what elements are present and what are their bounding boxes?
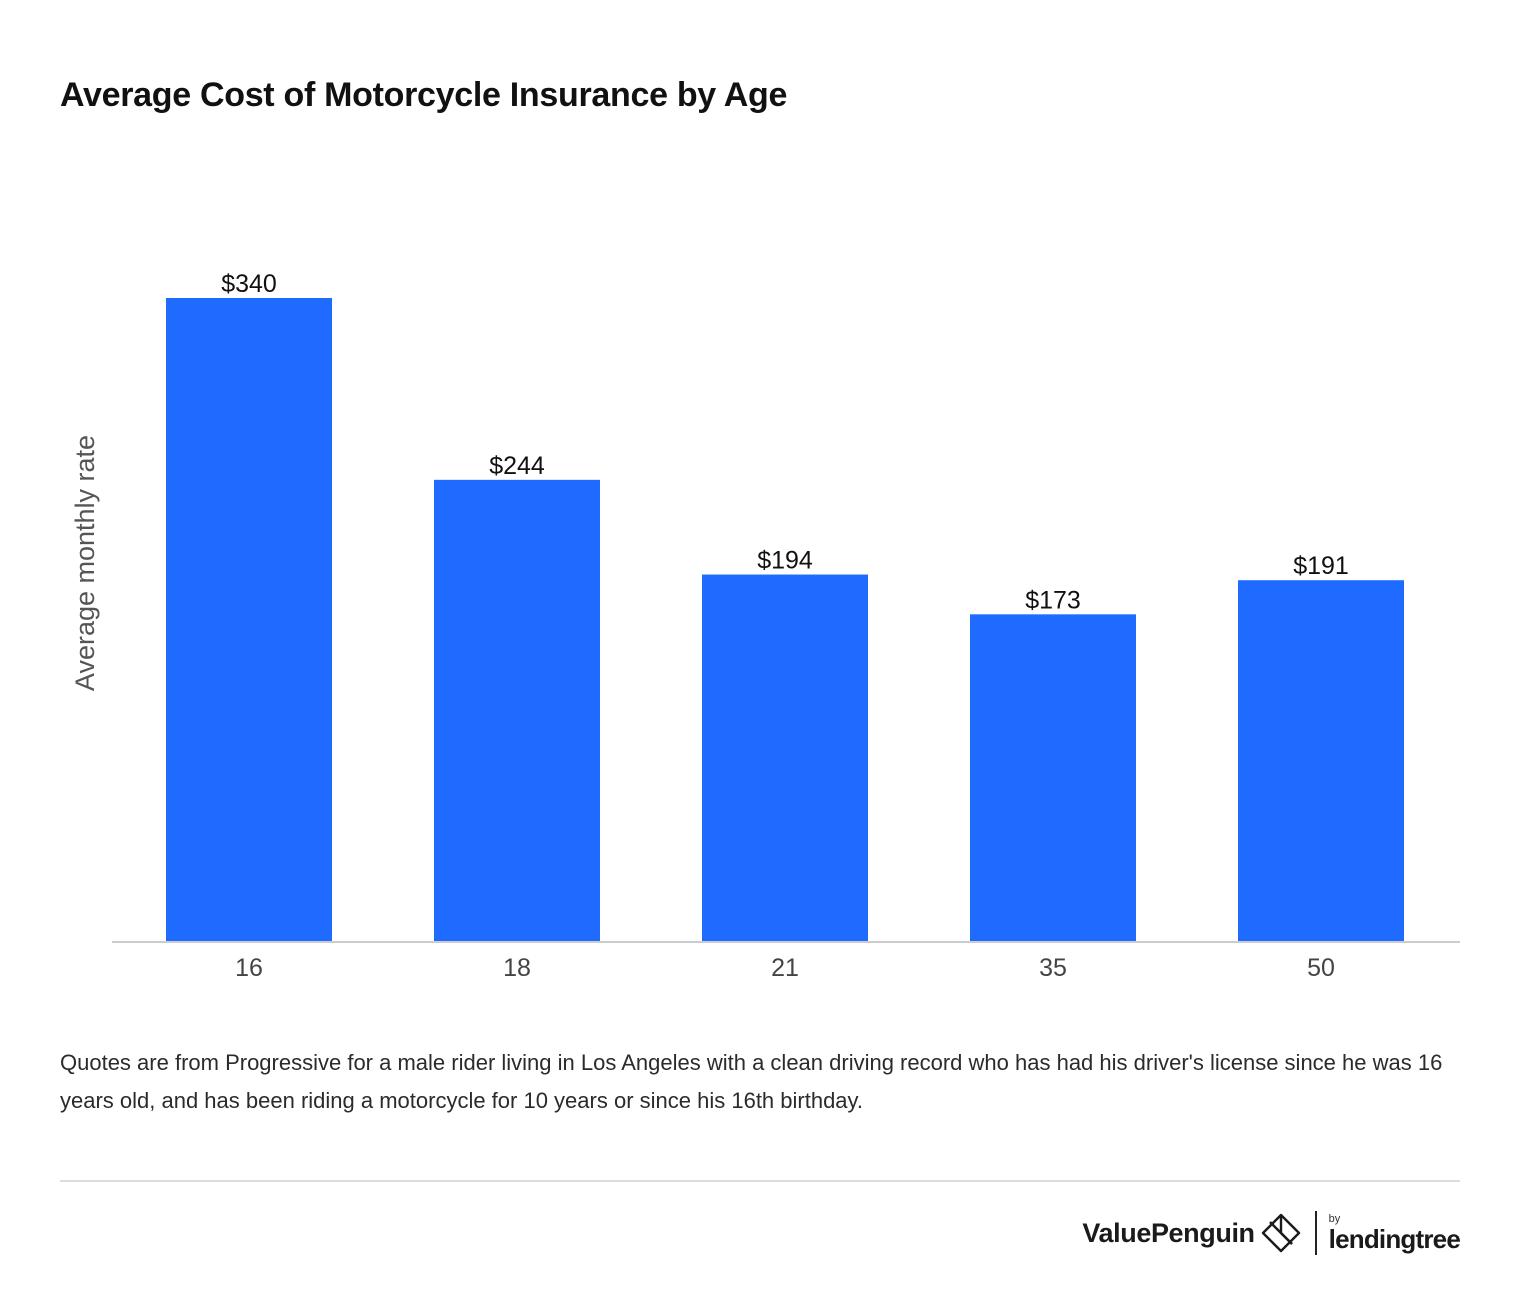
y-axis-label: Average monthly rate xyxy=(70,435,100,691)
bar-35 xyxy=(970,614,1136,942)
brand-separator xyxy=(1314,1211,1317,1255)
bar-50 xyxy=(1238,580,1404,942)
data-label-21: $194 xyxy=(757,547,813,575)
bar-18 xyxy=(434,479,600,942)
bar-chart: $340 $244 $194 $173 $191 16 18 21 35 50 Average … xyxy=(70,270,1460,982)
data-label-18: $244 xyxy=(489,452,545,480)
valuepenguin-wordmark: ValuePenguin xyxy=(1082,1217,1255,1248)
value-labels-layer: $340 $244 $194 $173 $191 xyxy=(221,270,1349,614)
valuepenguin-logo-icon xyxy=(1261,1213,1300,1253)
x-tick-label-35: 35 xyxy=(1039,954,1067,982)
x-tick-label-18: 18 xyxy=(503,954,531,982)
brand-by-label: by xyxy=(1328,1213,1341,1225)
bar-16 xyxy=(166,298,332,942)
x-tick-label-21: 21 xyxy=(771,954,799,982)
lendingtree-wordmark: lendingtree xyxy=(1328,1224,1461,1254)
tick-labels-layer: 16 18 21 35 50 xyxy=(235,954,1335,982)
footer-divider xyxy=(60,1180,1460,1182)
chart-title: Average Cost of Motorcycle Insurance by … xyxy=(60,76,788,114)
lendingtree-logo: by lendingtree xyxy=(1328,1213,1461,1254)
data-label-35: $173 xyxy=(1025,586,1081,614)
bars-layer xyxy=(166,298,1404,942)
x-tick-label-16: 16 xyxy=(235,954,263,982)
bar-21 xyxy=(702,574,868,942)
data-label-16: $340 xyxy=(221,270,277,298)
x-tick-label-50: 50 xyxy=(1307,954,1335,982)
data-label-50: $191 xyxy=(1293,552,1349,580)
brand-footer: ValuePenguin by lendingtree xyxy=(1082,1208,1461,1258)
footnote: Quotes are from Progressive for a male r… xyxy=(60,1050,1443,1113)
